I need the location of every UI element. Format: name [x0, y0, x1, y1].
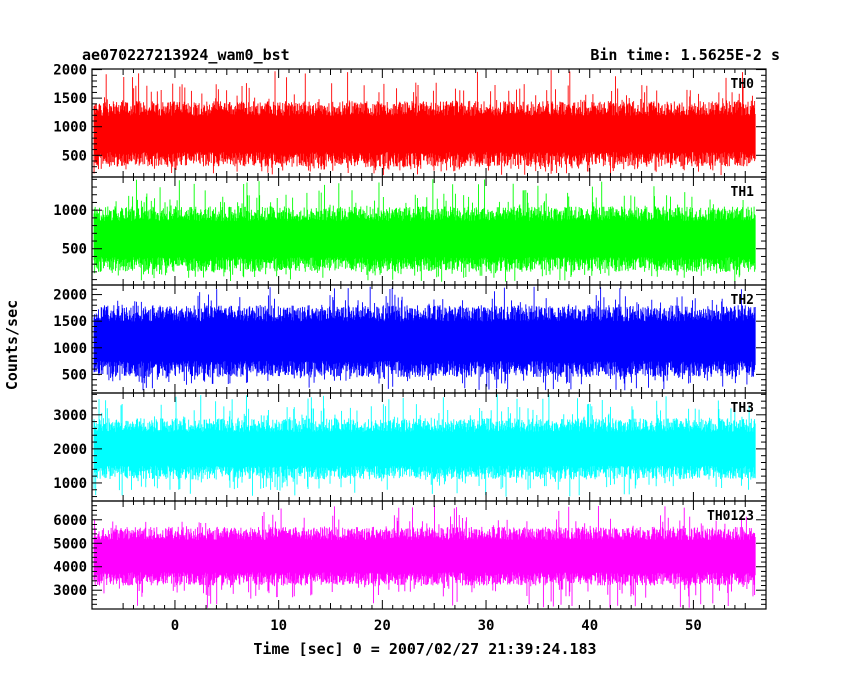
- y-axis-label: Counts/sec: [3, 300, 21, 390]
- y-tick-label: 2000: [53, 288, 87, 304]
- x-tick-label: 50: [685, 618, 702, 634]
- panel-label-th1: TH1: [731, 185, 755, 200]
- series-th1-trace: [93, 179, 756, 282]
- y-tick-label: 1500: [53, 91, 87, 107]
- series-th0123-trace: [93, 505, 756, 608]
- panel-label-th0123: TH0123: [707, 509, 754, 524]
- y-tick-label: 3000: [53, 583, 87, 599]
- y-tick-label: 1000: [53, 203, 87, 219]
- y-tick-label: 4000: [53, 560, 87, 576]
- y-tick-label: 500: [62, 148, 87, 164]
- y-tick-label: 500: [62, 367, 87, 383]
- x-tick-label: 40: [581, 618, 598, 634]
- series-th2-trace: [93, 286, 756, 391]
- y-tick-label: 6000: [53, 513, 87, 529]
- y-tick-label: 2000: [53, 63, 87, 79]
- panel-th0123: 3000 4000 5000 6000 TH0123: [53, 500, 767, 610]
- panel-label-th3: TH3: [731, 401, 754, 416]
- bin-time-label: Bin time: 1.5625E-2 s: [590, 46, 780, 64]
- y-tick-label: 1000: [53, 476, 87, 492]
- panel-label-th2: TH2: [731, 293, 754, 308]
- y-tick-label: 5000: [53, 536, 87, 552]
- chart-title: ae070227213924_wam0_bst: [82, 46, 290, 64]
- series-th3-trace: [93, 394, 756, 497]
- y-tick-label: 2000: [53, 442, 87, 458]
- x-tick-label: 30: [478, 618, 495, 634]
- panel-th0: 500 1000 1500 2000 TH0: [53, 63, 767, 178]
- panel-th2: 500 1000 1500 2000 TH2: [53, 284, 767, 394]
- panels-group: 500100015002000TH05001000TH1500100015002…: [53, 63, 767, 634]
- panel-th3: 1000 2000 3000 TH3: [53, 392, 767, 502]
- y-tick-label: 3000: [53, 408, 87, 424]
- panel-th1: 500 1000 TH1: [53, 176, 767, 286]
- x-tick-label: 0: [171, 618, 179, 634]
- y-tick-label: 500: [62, 242, 87, 258]
- x-tick-label: 10: [270, 618, 287, 634]
- y-tick-label: 1000: [53, 120, 87, 136]
- series-th0-trace: [93, 70, 756, 176]
- y-tick-label: 1000: [53, 341, 87, 357]
- panel-label-th0: TH0: [731, 77, 755, 92]
- y-tick-label: 1500: [53, 314, 87, 330]
- x-axis-label: Time [sec] 0 = 2007/02/27 21:39:24.183: [253, 640, 596, 658]
- x-tick-label: 20: [374, 618, 391, 634]
- panel-frame: [91, 500, 767, 610]
